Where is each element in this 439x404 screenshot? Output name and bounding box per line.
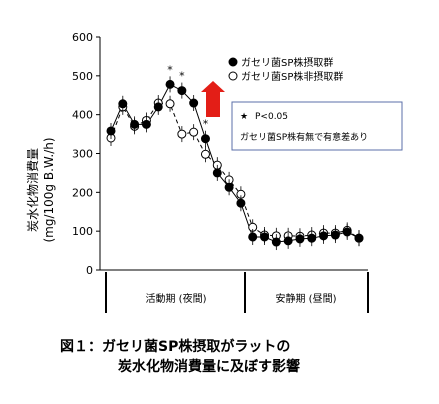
annotation-star: ★	[240, 112, 248, 122]
non-intake-point	[165, 99, 175, 109]
significance-star: *	[167, 63, 173, 76]
intake-point	[118, 99, 128, 109]
non-intake-point	[177, 129, 187, 139]
y-tick-label: 300	[72, 148, 93, 161]
y-tick-label: 400	[72, 109, 93, 122]
period-bracket: 活動期 (夜間) 安静期 (昼間)	[105, 272, 369, 313]
intake-point	[189, 98, 199, 108]
intake-point	[177, 86, 187, 96]
significance-star: *	[203, 118, 209, 131]
intake-point	[330, 230, 340, 240]
intake-point	[295, 234, 305, 244]
y-tick-label: 600	[72, 31, 93, 44]
series-line-non-intake	[110, 102, 360, 239]
intake-point	[224, 182, 234, 192]
caption-line-1: 図１：ガセリ菌SP株摂取がラットの	[60, 339, 291, 355]
period-label-rest: 安静期 (昼間)	[276, 292, 337, 305]
intake-point	[106, 126, 116, 136]
figure-caption: 図１：ガセリ菌SP株摂取がラットの 炭水化物消費量に及ぼす影響	[60, 337, 420, 377]
intake-point	[212, 168, 222, 178]
intake-point	[248, 232, 258, 242]
intake-point	[319, 231, 329, 241]
intake-point	[354, 233, 364, 243]
legend-marker-intake	[228, 57, 238, 67]
intake-point	[200, 134, 210, 144]
y-axis-unit: (mg/100g B.W./h)	[42, 137, 56, 242]
y-axis-label: 炭水化物消費量	[25, 148, 40, 232]
intake-point	[141, 119, 151, 129]
annotation-pvalue: P<0.05	[255, 112, 288, 122]
legend-marker-non-intake	[228, 71, 238, 81]
legend: ガセリ菌SP株摂取群 ガセリ菌SP株非摂取群	[228, 56, 343, 83]
intake-point	[271, 237, 281, 247]
y-tick-label: 0	[86, 264, 93, 277]
intake-point	[165, 79, 175, 89]
y-tick-label: 100	[72, 225, 93, 238]
intake-point	[307, 233, 317, 243]
intake-point	[342, 227, 352, 237]
annotation-box	[231, 101, 403, 151]
legend-label-intake: ガセリ菌SP株摂取群	[241, 56, 333, 69]
intake-point	[236, 198, 246, 208]
significance-annotation: ★ P<0.05 ガセリ菌SP株有無で有意差あり	[231, 101, 403, 151]
series-line-intake	[110, 83, 360, 243]
intake-point	[283, 236, 293, 246]
annotation-description: ガセリ菌SP株有無で有意差あり	[240, 131, 368, 143]
intake-point	[153, 102, 163, 112]
intake-point	[130, 119, 140, 129]
caption-line-2: 炭水化物消費量に及ぼす影響	[118, 359, 300, 375]
significance-star: *	[179, 70, 185, 83]
legend-label-non-intake: ガセリ菌SP株非摂取群	[241, 70, 343, 83]
intake-point	[260, 232, 270, 242]
y-tick-label: 500	[72, 70, 93, 83]
increase-arrow-icon	[201, 81, 225, 117]
non-intake-point	[189, 127, 199, 137]
non-intake-point	[200, 149, 210, 159]
y-tick-label: 200	[72, 186, 93, 199]
chart: 炭水化物消費量 (mg/100g B.W./h) 0 100 200 300 400 50…	[25, 31, 403, 313]
period-label-active: 活動期 (夜間)	[146, 292, 207, 305]
